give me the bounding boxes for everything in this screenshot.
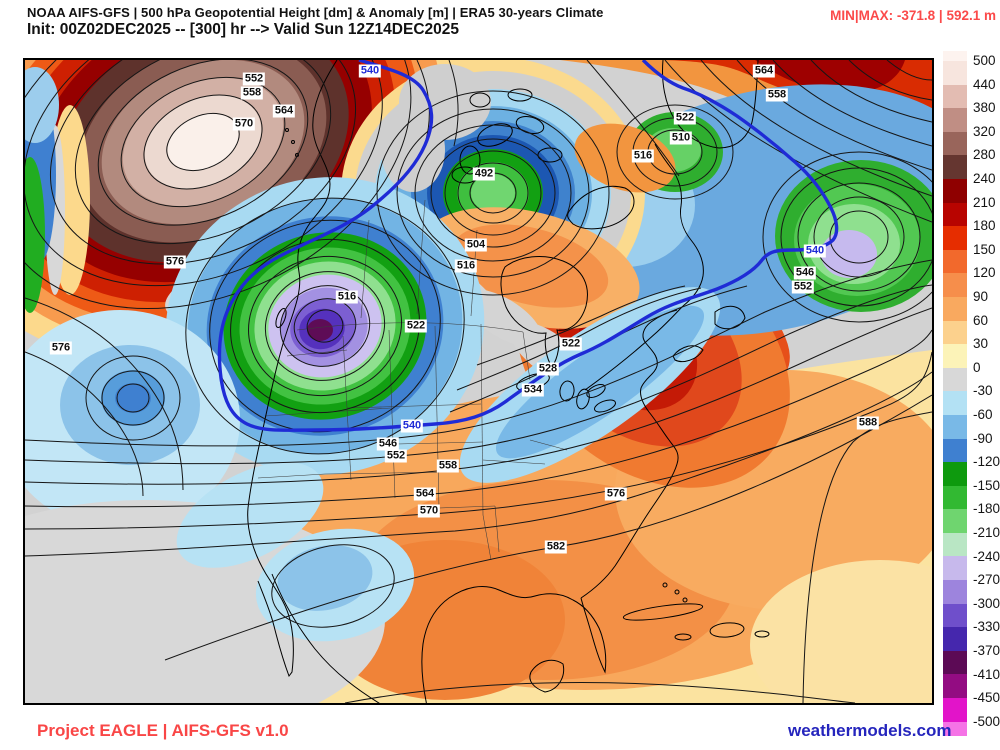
colorbar-cell [943,344,967,368]
chart-title: NOAA AIFS-GFS | 500 hPa Geopotential Hei… [27,5,604,20]
colorbar-tick-label: 240 [973,171,996,187]
project-branding: Project EAGLE | AIFS-GFS v1.0 [37,721,289,740]
colorbar-cell [943,51,967,61]
colorbar-tick-label: 60 [973,312,989,328]
colorbar-cell [943,202,967,227]
colorbar-tick-label: -370 [973,643,1000,659]
colorbar-cell [943,485,967,510]
anomaly-fill-layer [25,60,932,703]
colorbar-tick-label: -120 [973,454,1000,470]
colorbar-cell [943,509,967,533]
colorbar-cell [943,650,967,675]
colorbar-tick-label: -180 [973,501,1000,517]
colorbar-cell [943,296,967,321]
colorbar-tick-label: -330 [973,619,1000,635]
colorbar-cell [943,580,967,604]
colorbar-tick-label: 380 [973,100,996,116]
colorbar-cell [943,391,967,415]
state-border-layer [257,199,568,561]
colorbar-tick-label: -90 [973,430,993,446]
colorbar-tick-label: -270 [973,572,1000,588]
colorbar-tick-label: -210 [973,525,1000,541]
weather-map-svg [25,60,932,703]
colorbar-cell [943,84,967,109]
colorbar-tick-label: 90 [973,289,989,305]
colorbar-cell [943,698,967,722]
colorbar-cell [943,61,967,85]
chart-init-valid: Init: 00Z02DEC2025 -- [300] hr --> Valid… [27,21,460,38]
map-canvas: 552 558 564 570 576 576 540 492 504 516 516 522 540 5… [23,58,934,705]
colorbar-tick-label: 500 [973,53,996,69]
colorbar-tick-label: -150 [973,477,1000,493]
colorbar-tick-label: -60 [973,407,993,423]
highlight-540-contour [217,60,839,432]
colorbar-cell [943,155,967,179]
colorbar-tick-label: 0 [973,359,981,375]
colorbar-cell [943,627,967,651]
colorbar-tick-label: -410 [973,666,1000,682]
weathermodels-link[interactable]: weathermodels.com [788,721,952,740]
coastline-layer [247,60,770,703]
colorbar-cell [943,273,967,297]
colorbar-cell [943,414,967,439]
colorbar-tick-label: 30 [973,336,989,352]
colorbar-cell [943,438,967,463]
colorbar-cell [943,674,967,699]
colorbar-tick-label: -450 [973,690,1000,706]
colorbar-cells [943,51,967,736]
colorbar-cell [943,462,967,486]
colorbar-tick-label: 180 [973,218,996,234]
colorbar [943,51,967,736]
colorbar-cell [943,721,967,736]
colorbar-tick-label: 150 [973,241,996,257]
colorbar-tick-label: -30 [973,383,993,399]
colorbar-tick-label: 440 [973,76,996,92]
minmax-readout: MIN|MAX: -371.8 | 592.1 m [830,8,996,23]
colorbar-tick-label: 210 [973,194,996,210]
colorbar-cell [943,320,967,345]
colorbar-cell [943,532,967,557]
colorbar-cell [943,603,967,628]
colorbar-tick-label: 320 [973,123,996,139]
colorbar-cell [943,226,967,250]
colorbar-tick-label: -240 [973,548,1000,564]
colorbar-cell [943,178,967,203]
colorbar-cell [943,108,967,132]
colorbar-tick-label: 280 [973,147,996,163]
colorbar-cell [943,131,967,156]
colorbar-cell [943,367,967,392]
colorbar-ticks: 500 440 380 320 280 240 210 180 150 120 90 60 30 0 -30… [973,51,1000,741]
colorbar-cell [943,556,967,581]
colorbar-tick-label: -500 [973,713,1000,729]
colorbar-tick-label: 120 [973,265,996,281]
colorbar-cell [943,249,967,274]
colorbar-tick-label: -300 [973,595,1000,611]
header: NOAA AIFS-GFS | 500 hPa Geopotential Hei… [27,5,603,39]
